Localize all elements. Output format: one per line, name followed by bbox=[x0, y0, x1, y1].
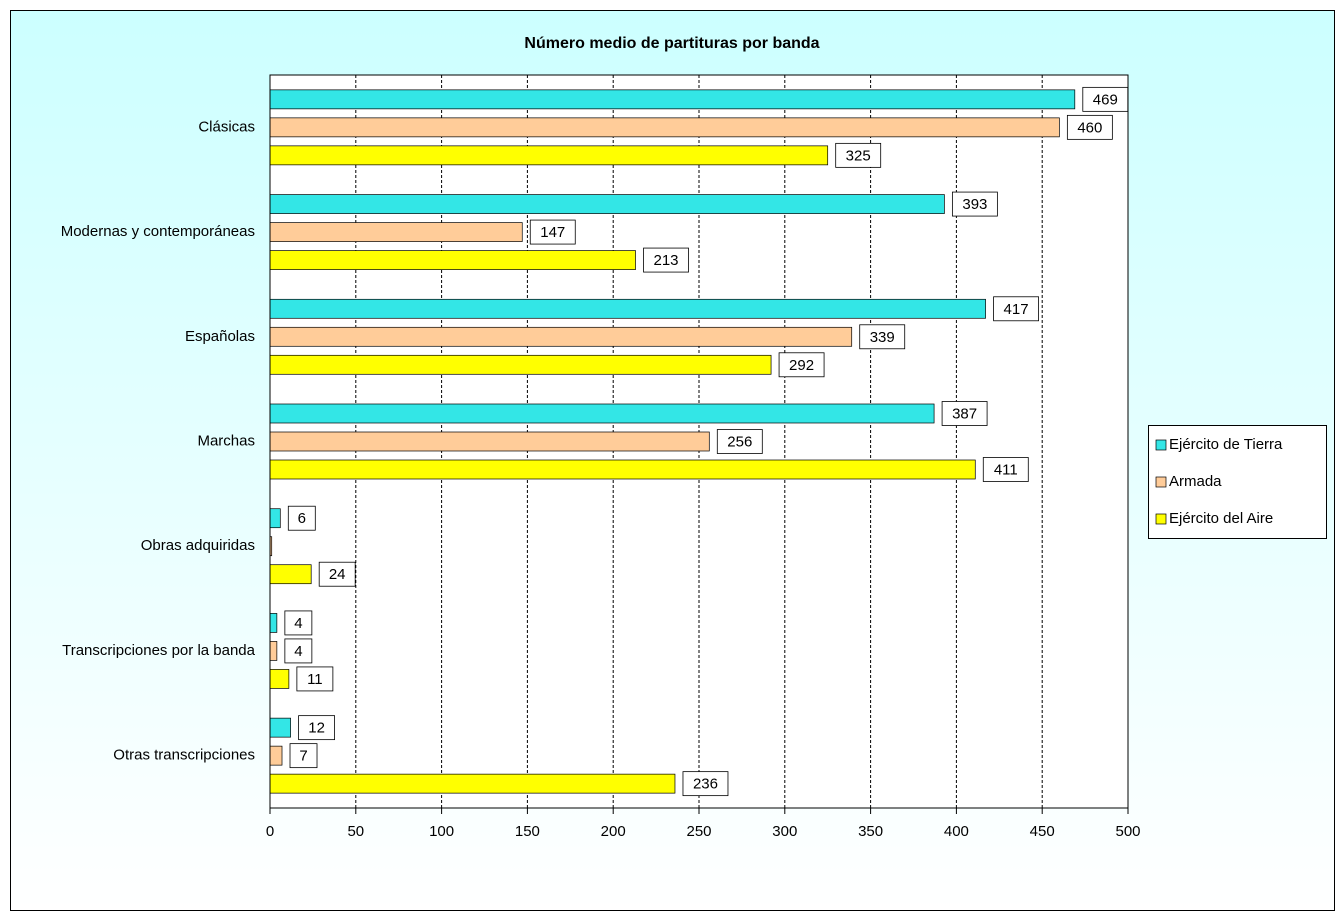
x-tick-label: 200 bbox=[601, 823, 626, 840]
y-tick-label: Transcripciones por la banda bbox=[62, 642, 256, 659]
data-label-box bbox=[835, 142, 882, 168]
data-label-box bbox=[982, 457, 1029, 482]
bar bbox=[269, 745, 283, 766]
bar bbox=[269, 222, 523, 242]
data-label-box bbox=[682, 771, 729, 797]
y-tick-label: Clásicas bbox=[198, 118, 255, 135]
x-tick-label: 450 bbox=[1030, 823, 1055, 840]
data-label: 236 bbox=[693, 776, 718, 793]
data-label-box bbox=[951, 191, 998, 217]
bar bbox=[269, 508, 281, 529]
bar bbox=[269, 145, 829, 166]
data-label: 411 bbox=[994, 461, 1018, 478]
data-label: 213 bbox=[653, 252, 678, 269]
data-label: 292 bbox=[789, 357, 814, 374]
x-tick-label: 250 bbox=[686, 823, 711, 840]
data-label: 4 bbox=[294, 615, 302, 632]
bar bbox=[269, 354, 772, 375]
bar bbox=[269, 564, 312, 585]
bar bbox=[269, 89, 1076, 110]
x-tick-label: 500 bbox=[1115, 823, 1140, 840]
data-label-box bbox=[716, 429, 763, 454]
data-label: 325 bbox=[846, 147, 871, 164]
x-tick-label: 350 bbox=[858, 823, 883, 840]
data-label-box bbox=[778, 352, 825, 378]
data-label: 147 bbox=[540, 224, 565, 241]
data-label-box bbox=[296, 666, 334, 692]
x-tick-label: 150 bbox=[515, 823, 540, 840]
data-label-box bbox=[318, 561, 356, 587]
bar bbox=[269, 717, 291, 738]
bar bbox=[269, 459, 976, 480]
data-label: 387 bbox=[952, 405, 977, 422]
y-tick-label: Obras adquiridas bbox=[141, 537, 255, 554]
data-label: 7 bbox=[299, 748, 307, 765]
bar bbox=[269, 431, 710, 452]
bar bbox=[269, 403, 935, 424]
data-label-box bbox=[1066, 114, 1113, 140]
data-label: 4 bbox=[294, 643, 302, 660]
legend-label: Ejército del Aire bbox=[1169, 510, 1273, 527]
y-tick-label: Modernas y contemporáneas bbox=[61, 223, 255, 240]
data-label-box bbox=[284, 638, 313, 664]
x-tick-label: 100 bbox=[429, 823, 454, 840]
data-label-box bbox=[287, 505, 316, 531]
bar bbox=[269, 669, 290, 689]
data-label: 393 bbox=[962, 196, 987, 213]
bar bbox=[269, 298, 986, 319]
y-tick-label: Españolas bbox=[185, 328, 255, 345]
bar bbox=[269, 641, 278, 661]
legend-swatch bbox=[1155, 439, 1167, 451]
legend bbox=[1148, 425, 1327, 539]
data-label-box bbox=[941, 401, 988, 426]
y-tick-label: Marchas bbox=[197, 432, 255, 449]
chart-title: Número medio de partituras por banda bbox=[524, 35, 819, 52]
data-label-box bbox=[284, 610, 313, 636]
data-label: 339 bbox=[870, 329, 895, 346]
bar bbox=[269, 773, 676, 794]
data-label: 256 bbox=[727, 433, 752, 450]
data-label: 11 bbox=[307, 671, 323, 688]
data-label: 469 bbox=[1093, 91, 1118, 108]
data-label-box bbox=[289, 743, 318, 769]
legend-swatch bbox=[1155, 476, 1167, 488]
legend-label: Armada bbox=[1169, 473, 1222, 490]
bar bbox=[269, 194, 945, 214]
bar bbox=[269, 613, 278, 633]
y-tick-label: Otras transcripciones bbox=[113, 747, 255, 764]
data-label: 6 bbox=[298, 510, 306, 527]
bar bbox=[269, 326, 853, 347]
data-label: 24 bbox=[329, 566, 346, 583]
x-tick-label: 400 bbox=[944, 823, 969, 840]
data-label: 12 bbox=[308, 720, 325, 737]
legend-swatch bbox=[1155, 513, 1167, 525]
bar bbox=[269, 250, 636, 270]
data-label: 417 bbox=[1004, 301, 1029, 318]
data-label-box bbox=[529, 219, 576, 245]
data-label-box bbox=[993, 296, 1039, 322]
data-label: 460 bbox=[1077, 119, 1102, 136]
x-tick-label: 300 bbox=[772, 823, 797, 840]
x-tick-label: 50 bbox=[347, 823, 364, 840]
data-label-box bbox=[1082, 86, 1129, 112]
bar bbox=[269, 117, 1060, 138]
legend-label: Ejército de Tierra bbox=[1169, 436, 1283, 453]
data-label-box bbox=[643, 247, 689, 273]
x-tick-label: 0 bbox=[266, 823, 274, 840]
data-label-box bbox=[298, 715, 335, 741]
data-label-box bbox=[859, 324, 906, 350]
